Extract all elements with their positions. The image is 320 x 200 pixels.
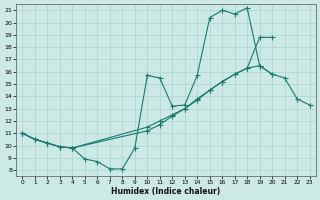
X-axis label: Humidex (Indice chaleur): Humidex (Indice chaleur)	[111, 187, 221, 196]
